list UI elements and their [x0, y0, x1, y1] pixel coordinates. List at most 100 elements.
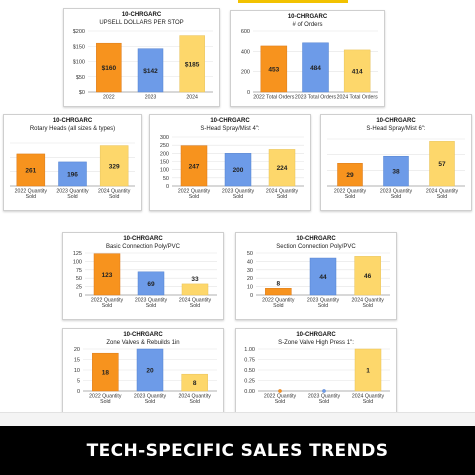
y-tick-label: 0	[166, 184, 169, 190]
y-tick-label: 1.00	[244, 347, 255, 353]
y-tick-label: $150	[73, 44, 85, 50]
chart-panel-7: 10-CHRGARC Section Connection Poly/PVC 0 10…	[235, 232, 397, 320]
value-label: 484	[310, 65, 321, 72]
category-label: 2024 Quantity Sold	[179, 394, 212, 406]
y-tick-label: 0.50	[244, 368, 255, 374]
bar-1	[96, 42, 122, 93]
y-tick-label: 300	[160, 135, 169, 141]
bar-1	[265, 288, 292, 296]
category-label: 2024 Quantity Sold	[179, 298, 212, 310]
chart-subtitle: Section Connection Poly/PVC	[276, 244, 356, 250]
chart-panel-3: 10-CHRGARC Rotary Heads (all sizes & type…	[3, 114, 142, 211]
category-label: 2023 Quantity Sold	[135, 298, 168, 310]
bar-3	[99, 145, 129, 187]
bar-chart-svg: 0 5 10 15 20 18 2022 Quantity Sold 20 2023 Quanti…	[74, 347, 217, 406]
value-label: 38	[392, 169, 400, 176]
value-label: 18	[102, 370, 110, 377]
bottom-strip	[0, 412, 475, 427]
value-label: 453	[268, 66, 279, 73]
bar-2	[383, 155, 409, 187]
chart-panel-8: 10-CHRGARC Zone Valves & Rebuilds 1in 0 5 10…	[62, 328, 224, 416]
value-label: 57	[438, 161, 446, 168]
chart-title: 10-CHRGARC	[123, 332, 163, 338]
category-label: 2023 Quantity Sold	[308, 394, 341, 406]
bar-2	[58, 161, 87, 187]
category-label: 2024 Quantity Sold	[352, 394, 385, 406]
bar-3	[181, 373, 208, 392]
y-tick-label: 150	[160, 160, 169, 166]
bar-3	[354, 348, 382, 392]
y-tick-label: 75	[76, 268, 82, 274]
bar-1	[16, 153, 46, 187]
y-tick-label: 200	[241, 70, 250, 76]
chart-panel-9: 10-CHRGARC S-Zone Valve High Press 1": 0.0…	[235, 328, 397, 416]
bar-1	[260, 45, 288, 93]
value-label: 8	[277, 280, 281, 287]
y-tick-label: 0	[250, 293, 253, 299]
y-tick-label: 0	[77, 389, 80, 395]
category-label: 2023 Quantity Sold	[380, 189, 413, 201]
category-label: 2023 Quantity Sold	[134, 394, 167, 406]
value-label: 261	[25, 167, 36, 174]
bar-chart-svg: 261 2022 Quantity Sold 196 2023 Quantity Sold…	[10, 142, 135, 201]
chart-title: 10-CHRGARC	[210, 118, 250, 124]
chart-subtitle: Zone Valves & Rebuilds 1in	[106, 340, 180, 346]
value-label: 69	[147, 281, 155, 288]
chart-panel-2: 10-CHRGARC # of Orders 0 200 400 600 453 2022 T…	[230, 10, 385, 107]
chart-panel-4: 10-CHRGARC S-Head Spray/Mist 4": 0 50 100 150…	[149, 114, 311, 211]
value-label: 200	[233, 167, 244, 174]
zero-point-1	[278, 389, 282, 393]
value-label: 8	[193, 380, 197, 387]
value-label: 1	[366, 368, 370, 375]
chart-subtitle: S-Head Spray/Mist 4":	[200, 126, 260, 132]
bar-3	[181, 283, 209, 296]
chart-subtitle: S-Zone Valve High Press 1":	[278, 340, 354, 346]
bar-2	[302, 42, 329, 93]
y-tick-label: 10	[247, 285, 253, 291]
y-tick-label: 5	[77, 379, 80, 385]
category-label: 2022 Quantity Sold	[91, 298, 124, 310]
chart-title: 10-CHRGARC	[376, 118, 416, 124]
category-label: 2022 Quantity Sold	[334, 189, 367, 201]
top-accent-bar	[238, 0, 348, 3]
chart-panel-6: 10-CHRGARC Basic Connection Poly/PVC 0 25 50…	[62, 232, 224, 320]
category-label: 2024 Total Orders	[337, 95, 379, 101]
bar-2	[309, 257, 337, 296]
category-label: 2024	[186, 95, 198, 101]
bar-2	[224, 153, 252, 187]
bar-chart-svg: 0 25 50 75 100 125 123 2022 Quantity Sold 69 2023 …	[73, 251, 217, 310]
y-tick-label: 25	[76, 285, 82, 291]
y-tick-label: 10	[74, 368, 80, 374]
y-tick-label: 0	[247, 90, 250, 96]
chart-panel-5: 10-CHRGARC S-Head Spray/Mist 6": 29 2022 Qu…	[320, 114, 472, 211]
chart-subtitle: # of Orders	[292, 22, 323, 28]
y-tick-label: 200	[160, 151, 169, 157]
y-tick-label: 30	[247, 268, 253, 274]
category-label: 2023 Quantity Sold	[222, 189, 255, 201]
bar-2	[137, 271, 165, 296]
y-tick-label: 40	[247, 259, 253, 265]
category-label: 2024 Quantity Sold	[352, 298, 385, 310]
y-tick-label: $0	[79, 90, 85, 96]
chart-subtitle: Rotary Heads (all sizes & types)	[29, 126, 116, 132]
value-label: 196	[67, 171, 78, 178]
bar-1	[92, 352, 119, 392]
value-label: 33	[191, 276, 199, 283]
chart-subtitle: UPSELL DOLLARS PER STOP	[99, 20, 184, 26]
y-tick-label: 15	[74, 358, 80, 364]
value-label: 44	[319, 274, 327, 281]
category-label: 2024 Quantity Sold	[426, 189, 459, 201]
bar-1	[180, 145, 208, 187]
category-label: 2023 Total Orders	[295, 95, 337, 101]
bar-2	[136, 348, 164, 392]
value-label: 247	[189, 163, 200, 170]
category-label: 2023 Quantity Sold	[307, 298, 340, 310]
footer-banner: TECH-SPECIFIC SALES TRENDS	[0, 426, 475, 475]
value-label: $142	[143, 68, 158, 75]
category-label: 2023	[145, 95, 157, 101]
chart-subtitle: Basic Connection Poly/PVC	[105, 244, 181, 250]
y-tick-label: $100	[73, 60, 85, 66]
y-tick-label: 20	[74, 347, 80, 353]
category-label: 2023 Quantity Sold	[56, 189, 89, 201]
value-label: 414	[352, 68, 363, 75]
